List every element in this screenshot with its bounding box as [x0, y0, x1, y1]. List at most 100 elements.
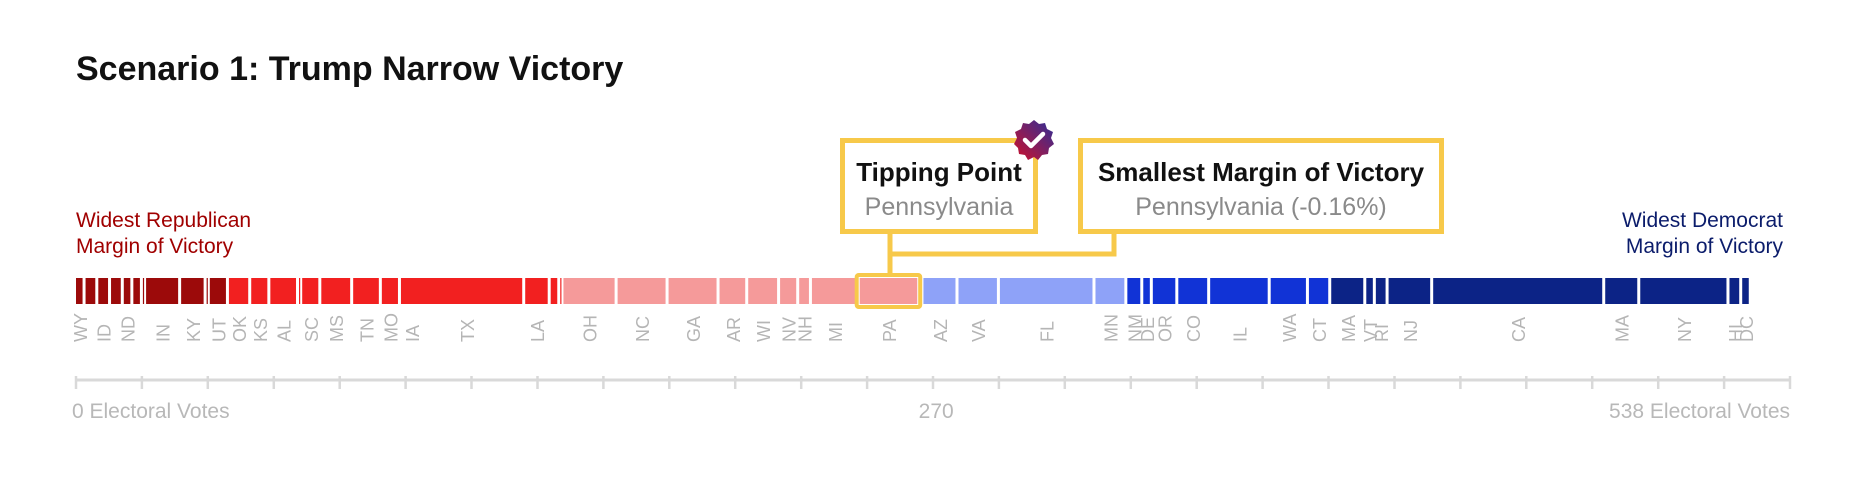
state-label-hi: HI — [1726, 324, 1746, 342]
widest-democrat-label: Widest Democrat Margin of Victory — [1622, 208, 1783, 260]
state-bar-or — [1152, 278, 1176, 304]
state-bar-de — [1143, 278, 1150, 304]
state-bar-ok — [228, 278, 249, 304]
state-bar-vt — [1366, 278, 1373, 304]
state-bar-ak — [550, 278, 558, 304]
state-bar-pa — [859, 278, 918, 304]
state-label-tx: TX — [458, 319, 478, 342]
state-bars — [76, 273, 1749, 309]
smallest-margin-callout: Smallest Margin of Victory Pennsylvania … — [1078, 138, 1444, 234]
verified-check-icon — [1014, 120, 1054, 160]
state-bar-nd — [123, 278, 131, 304]
state-label-mi: MI — [826, 322, 846, 342]
state-label-vt: VT — [1361, 319, 1381, 342]
state-label-ny: NY — [1675, 317, 1695, 342]
state-bar-ar — [719, 278, 746, 304]
state-bar-hi — [1729, 278, 1740, 304]
state-bar-ny — [1640, 278, 1727, 304]
state-bar-nc — [617, 278, 666, 304]
state-bar-dc — [1742, 278, 1749, 304]
smallest-margin-title: Smallest Margin of Victory — [1097, 157, 1425, 187]
state-bar-fl — [999, 278, 1093, 304]
state-label-ri: RI — [1372, 324, 1392, 342]
state-label-or: OR — [1156, 315, 1176, 342]
widest-republican-label: Widest Republican Margin of Victory — [76, 208, 251, 260]
state-label-mn: MN — [1101, 314, 1121, 342]
state-bar-ga — [668, 278, 717, 304]
state-label-ca: CA — [1509, 317, 1529, 342]
state-bar-ca — [1433, 278, 1603, 304]
state-label-al: AL — [275, 320, 295, 342]
state-label-oh: OH — [581, 315, 601, 342]
state-bar-ma — [1605, 278, 1638, 304]
axis-label-right: 538 Electoral Votes — [1609, 400, 1790, 423]
state-bar-mo — [381, 278, 398, 304]
tipping-point-callout: Tipping Point Pennsylvania — [840, 138, 1038, 234]
state-bar-ut — [209, 278, 226, 304]
state-bar-ct — [1308, 278, 1329, 304]
state-label-nv: NV — [780, 317, 800, 342]
state-label-nm: NM — [1125, 314, 1145, 342]
state-label-ut: UT — [209, 318, 229, 342]
state-bar-nm — [1127, 278, 1141, 304]
state-label-nc: NC — [633, 316, 653, 342]
state-bar-nj — [1388, 278, 1431, 304]
widest-democrat-label-line1: Widest Democrat — [1621, 209, 1783, 232]
tipping-point-title: Tipping Point — [856, 157, 1022, 187]
state-bar-ia — [400, 278, 523, 304]
state-bar-al — [270, 278, 297, 304]
state-bar-ri — [1375, 278, 1386, 304]
state-label-tn: TN — [358, 318, 378, 342]
page-title: Scenario 1: Trump Narrow Victory — [76, 50, 624, 88]
state-bar-wy — [76, 278, 83, 304]
state-bar-ms — [321, 278, 351, 304]
widest-democrat-label-line2: Margin of Victory — [1625, 235, 1783, 258]
state-bar-ar1 — [206, 278, 208, 304]
state-bar-ks — [251, 278, 268, 304]
state-label-id: ID — [95, 324, 115, 342]
state-label-mo: MO — [381, 313, 401, 342]
state-bar-ne3 — [142, 278, 145, 304]
smallest-margin-state: Pennsylvania (-0.16%) — [1135, 193, 1387, 221]
state-label-la: LA — [528, 320, 548, 342]
state-label-wa: WA — [1280, 314, 1300, 342]
state-label-wi: WI — [754, 320, 774, 342]
state-bar-mi — [811, 278, 857, 304]
state-label-ms: MS — [327, 315, 347, 342]
state-label-co: CO — [1184, 315, 1204, 342]
state-label-nd: ND — [119, 316, 139, 342]
state-bar-mt — [299, 278, 301, 304]
state-bar-sd — [133, 278, 140, 304]
state-bar-ky — [181, 278, 204, 304]
state-bar-az — [923, 278, 956, 304]
state-bar-me2 — [560, 278, 562, 304]
state-bar-va — [958, 278, 997, 304]
state-bar-oh — [563, 278, 615, 304]
state-bar-il — [1210, 278, 1268, 304]
state-label-ky: KY — [184, 318, 204, 342]
state-label-az: AZ — [931, 319, 951, 342]
state-label-nh: NH — [796, 316, 816, 342]
state-bar-in — [146, 278, 179, 304]
state-label-il: IL — [1230, 327, 1250, 342]
state-label-ga: GA — [684, 316, 704, 342]
state-bar-wi — [748, 278, 778, 304]
state-label-sc: SC — [302, 317, 322, 342]
state-bar-tn — [353, 278, 379, 304]
state-label-in: IN — [154, 324, 174, 342]
state-bar-ok1 — [111, 278, 121, 304]
state-label-ok: OK — [230, 316, 250, 342]
state-bar-co — [1178, 278, 1208, 304]
state-label-pa: PA — [880, 319, 900, 342]
state-label-nj: NJ — [1401, 320, 1421, 342]
state-bar-sc — [302, 278, 319, 304]
state-label-ma: MA — [1613, 315, 1633, 342]
tipping-point-state: Pennsylvania — [864, 193, 1014, 221]
state-bar-wa — [1270, 278, 1306, 304]
state-label-wy: WY — [71, 313, 91, 342]
state-label-ks: KS — [251, 318, 271, 342]
state-label-ia: IA — [403, 325, 423, 342]
state-label-va: VA — [969, 319, 989, 342]
state-bar-mn — [1095, 278, 1125, 304]
